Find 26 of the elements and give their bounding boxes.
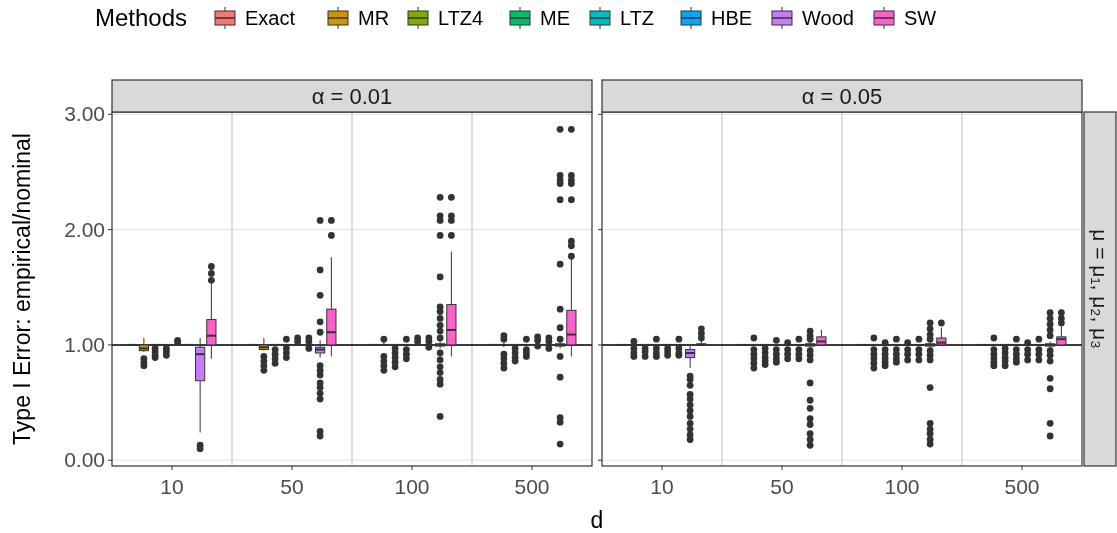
y-tick-label: 0.00 [64, 448, 105, 472]
legend-label: ME [540, 7, 570, 29]
x-tick-label: 100 [394, 475, 430, 498]
legend-label: MR [358, 7, 390, 29]
text: μ = μ₁, μ₂, μ₃ [1088, 229, 1112, 349]
x-tick-label: 100 [884, 475, 920, 498]
y-tick-label: 1.00 [64, 332, 105, 356]
x-tick-label: 10 [650, 475, 674, 498]
y-tick-label: 3.00 [64, 102, 105, 126]
legend-label: HBE [711, 7, 753, 29]
legend-label: Wood [802, 7, 854, 29]
y-axis-title: Type I Error: empirical/nominal [9, 133, 35, 445]
legend-label: LTZ4 [438, 7, 484, 29]
chart-title: α = 0.05 [801, 84, 883, 109]
x-tick-label: 500 [1004, 475, 1040, 498]
x-axis-title: d [590, 507, 604, 533]
x-tick-label: 10 [160, 475, 184, 498]
legend-label: LTZ [620, 7, 655, 29]
x-tick-label: 500 [514, 475, 550, 498]
legend-label: Exact [245, 7, 296, 29]
legend-title: Methods [95, 4, 188, 31]
y-tick-label: 2.00 [64, 217, 105, 241]
chart-title: α = 0.01 [311, 84, 393, 109]
x-tick-label: 50 [280, 475, 304, 498]
legend-label: SW [904, 7, 937, 29]
x-tick-label: 50 [770, 475, 794, 498]
